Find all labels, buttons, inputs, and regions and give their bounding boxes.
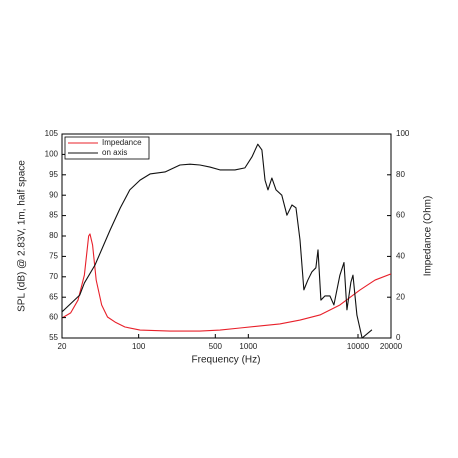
y-tick-label: 80 bbox=[49, 231, 58, 240]
series-line bbox=[62, 143, 373, 338]
y2-tick-label: 100 bbox=[396, 129, 410, 138]
x-tick-label: 1000 bbox=[239, 342, 257, 351]
y2-tick-label: 40 bbox=[396, 252, 405, 261]
y2-tick-label: 0 bbox=[396, 333, 401, 342]
x-tick-label: 100 bbox=[132, 342, 146, 351]
x-tick-label: 10000 bbox=[347, 342, 370, 351]
y2-tick-label: 80 bbox=[396, 170, 405, 179]
y-tick-label: 75 bbox=[49, 252, 58, 261]
x-axis-label: Frequency (Hz) bbox=[192, 355, 261, 366]
y2-tick-label: 60 bbox=[396, 211, 405, 220]
legend-label: on axis bbox=[102, 148, 127, 157]
y2-axis-label: Impedance (Ohm) bbox=[423, 196, 434, 277]
series-line bbox=[62, 233, 391, 332]
y-tick-label: 105 bbox=[45, 129, 59, 138]
y-tick-label: 70 bbox=[49, 272, 58, 281]
legend-label: Impedance bbox=[102, 138, 142, 147]
y-tick-label: 100 bbox=[45, 150, 59, 159]
y-tick-label: 60 bbox=[49, 313, 58, 322]
y-axis-label: SPL (dB) @ 2.83V, 1m, half space bbox=[17, 160, 28, 312]
x-tick-label: 20 bbox=[58, 342, 67, 351]
plot-area bbox=[62, 143, 391, 338]
x-tick-label: 500 bbox=[209, 342, 223, 351]
y-tick-label: 90 bbox=[49, 190, 58, 199]
y-tick-label: 65 bbox=[49, 292, 58, 301]
y-tick-label: 85 bbox=[49, 211, 58, 220]
y-tick-label: 95 bbox=[49, 170, 58, 179]
y-tick-label: 55 bbox=[49, 333, 58, 342]
x-tick-label: 20000 bbox=[380, 342, 403, 351]
plot-frame bbox=[61, 133, 392, 339]
y2-tick-label: 20 bbox=[396, 292, 405, 301]
